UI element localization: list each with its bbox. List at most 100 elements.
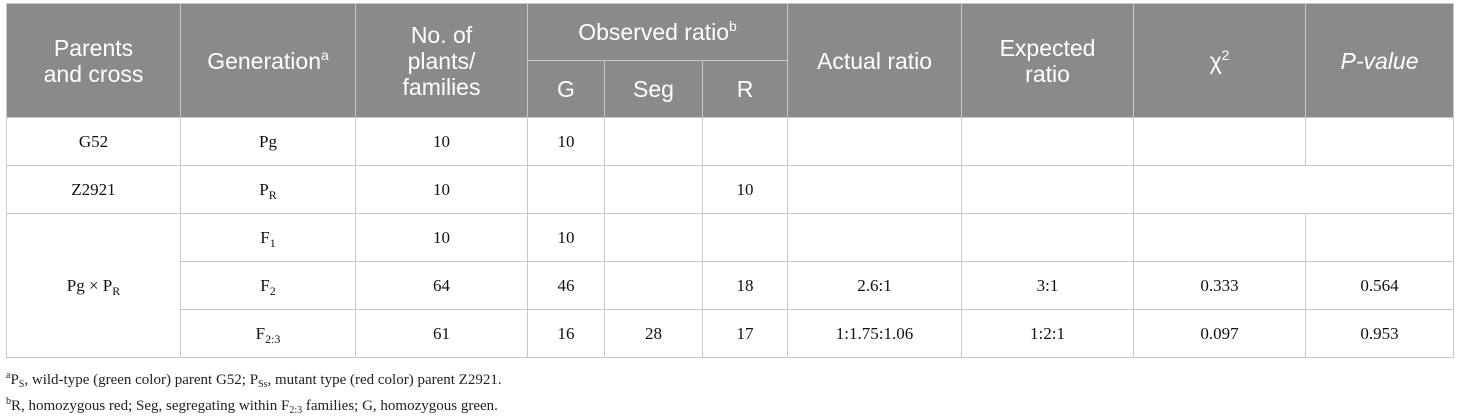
cell-p-value: 0.953 [1305, 309, 1455, 358]
header-generation: Generationa [180, 3, 356, 118]
cell-seg [604, 165, 703, 214]
cell-expected-ratio [961, 165, 1135, 214]
cell-g: 10 [527, 117, 605, 166]
table-footnotes: aPS, wild-type (green color) parent G52;… [6, 367, 502, 419]
header-no-plants: No. of plants/ families [355, 3, 528, 118]
footnote-b-text2: families; G, homozygous green. [302, 398, 498, 414]
table-row: F2 64 46 18 2.6:1 3:1 0.333 0.564 [7, 261, 1455, 310]
cell-chi-square [1133, 117, 1307, 166]
cell-count: 10 [355, 165, 528, 214]
cell-generation: Pg [180, 117, 356, 166]
table-row: Pg × PR F1 10 10 [6, 213, 1455, 358]
footnote-a-text1: , wild-type (green color) parent G52; P [24, 372, 259, 388]
header-parents-line2: and cross [43, 60, 144, 87]
footnote-b-sub: 2:3 [289, 405, 303, 416]
cell-generation-sub: 1 [269, 235, 276, 250]
cell-generation-sub: 2 [269, 283, 276, 298]
cell-count: 61 [355, 309, 528, 358]
cell-g: 10 [527, 213, 605, 262]
cell-generation: F2:3 [180, 309, 356, 358]
cell-actual-ratio [787, 117, 963, 166]
footnote-a: aPS, wild-type (green color) parent G52;… [6, 367, 502, 393]
cell-cross-sub: R [112, 283, 121, 298]
footnote-b-text1: R, homozygous red; Seg, segregating with… [11, 398, 290, 414]
header-p-value-label: P-value [1340, 47, 1419, 74]
cell-generation: PR [180, 165, 356, 214]
header-g: G [527, 60, 605, 118]
header-r: R [701, 60, 789, 118]
cell-chi-and-p-merged [1133, 165, 1455, 214]
cell-r [701, 117, 789, 166]
cell-generation-main: F [255, 323, 266, 343]
cell-expected-ratio: 1:2:1 [961, 309, 1135, 358]
header-no-plants-line1: No. of [410, 21, 473, 48]
cell-cross: Z2921 [6, 165, 181, 214]
cell-generation-sub: R [268, 187, 277, 202]
cell-cross-main: Pg × P [66, 275, 113, 295]
cell-seg: 28 [604, 309, 703, 358]
header-no-plants-line2: plants/ [407, 47, 476, 74]
cell-r [701, 213, 789, 262]
cell-actual-ratio [787, 165, 963, 214]
cell-p-value [1305, 117, 1455, 166]
header-chi-square-sup: 2 [1221, 46, 1230, 63]
cell-actual-ratio [787, 213, 963, 262]
footnote-a-p1: P [10, 372, 19, 388]
cell-expected-ratio [961, 213, 1135, 262]
cell-generation: F1 [180, 213, 356, 262]
cell-cross: G52 [6, 117, 181, 166]
cell-count: 10 [355, 117, 528, 166]
cell-seg [604, 261, 703, 310]
cell-g [527, 165, 605, 214]
header-expected-ratio-line1: Expected [999, 34, 1096, 61]
header-no-plants-line3: families [402, 73, 481, 100]
header-chi-square: χ2 [1133, 3, 1307, 118]
cell-generation: F2 [180, 261, 356, 310]
cell-p-value: 0.564 [1305, 261, 1455, 310]
header-parents-and-cross: Parents and cross [6, 3, 181, 118]
table-row: Z2921 PR 10 10 [6, 165, 1455, 214]
cell-chi-square: 0.333 [1133, 261, 1307, 310]
header-p-value: P-value [1305, 3, 1455, 118]
header-generation-label: Generation [207, 47, 321, 74]
header-actual-ratio: Actual ratio [787, 3, 963, 118]
cell-r: 17 [701, 309, 789, 358]
cell-r: 10 [701, 165, 789, 214]
header-expected-ratio: Expected ratio [961, 3, 1135, 118]
cell-expected-ratio: 3:1 [961, 261, 1135, 310]
cell-cross: Pg × PR [6, 213, 181, 358]
cell-chi-square [1133, 213, 1307, 262]
cell-p-value [1305, 213, 1455, 262]
cell-generation-sub: 2:3 [265, 331, 281, 346]
cell-generation-main: Pg [259, 131, 277, 151]
footnote-a-text2: , mutant type (red color) parent Z2921. [267, 372, 502, 388]
header-observed-ratio-sup: b [729, 18, 737, 34]
cell-generation-main: F [260, 227, 270, 247]
header-expected-ratio-line2: ratio [1025, 60, 1070, 87]
header-chi-square-label: χ [1209, 47, 1222, 74]
cell-count: 10 [355, 213, 528, 262]
footnote-a-p2-sub: Ss [258, 379, 268, 390]
cell-count: 64 [355, 261, 528, 310]
footnote-a-p1-sub: S [18, 379, 25, 390]
cell-actual-ratio: 2.6:1 [787, 261, 963, 310]
table-row: F2:3 61 16 28 17 1:1.75:1.06 1:2:1 0.097… [7, 309, 1455, 358]
cell-g: 16 [527, 309, 605, 358]
header-actual-ratio-label: Actual ratio [817, 47, 933, 74]
header-observed-ratio-label: Observed ratio [578, 19, 730, 45]
header-observed-ratio: Observed ratiob [526, 3, 789, 61]
footnote-a-mark: a [6, 370, 11, 381]
footnote-b-mark: b [6, 396, 11, 407]
table-row: G52 Pg 10 10 [6, 117, 1455, 166]
footnote-b: bR, homozygous red; Seg, segregating wit… [6, 393, 502, 419]
cell-g: 46 [527, 261, 605, 310]
header-generation-sup: a [321, 46, 329, 63]
cell-seg [604, 213, 703, 262]
header-seg: Seg [604, 60, 703, 118]
cell-actual-ratio: 1:1.75:1.06 [787, 309, 963, 358]
data-table-container: Parents and cross Generationa No. of pla… [6, 3, 1455, 358]
segregation-table: Parents and cross Generationa No. of pla… [6, 3, 1455, 358]
cell-r: 18 [701, 261, 789, 310]
cell-seg [604, 117, 703, 166]
header-parents-line1: Parents [53, 34, 134, 61]
